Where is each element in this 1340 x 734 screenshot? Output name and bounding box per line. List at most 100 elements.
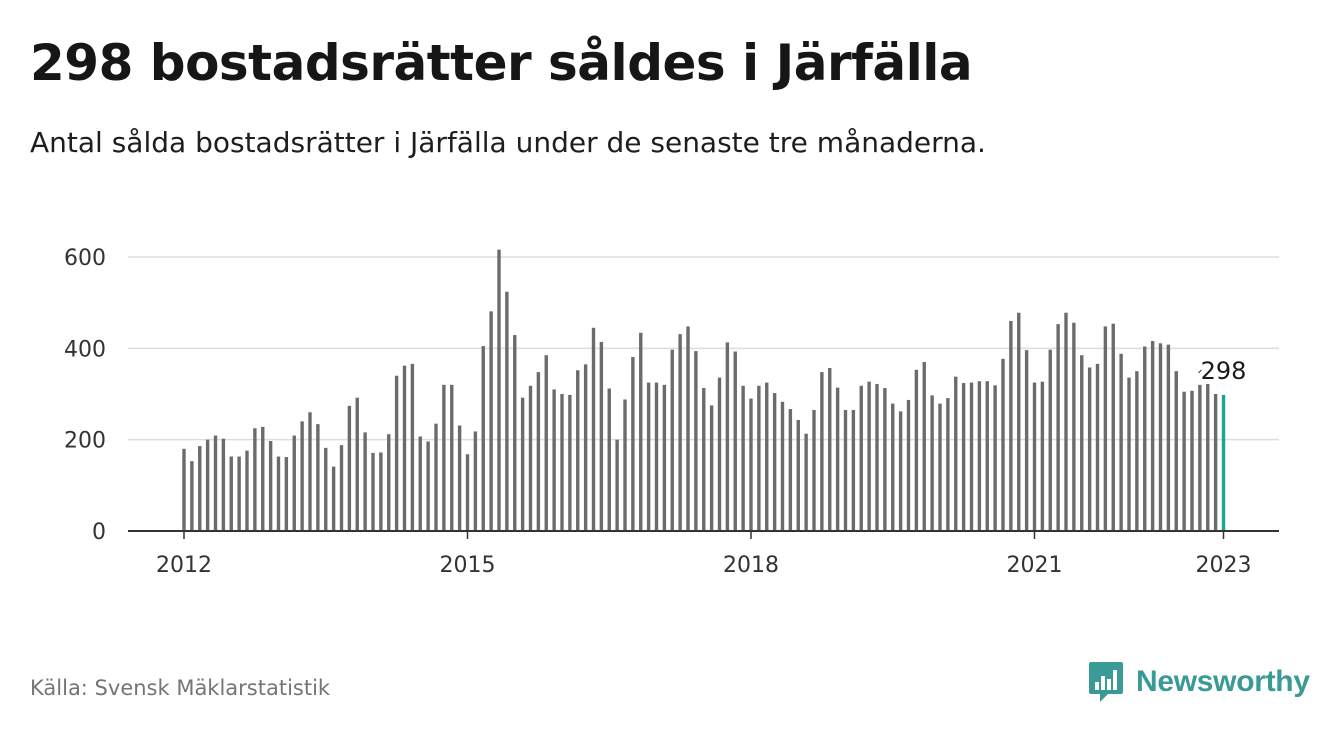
bar	[505, 291, 509, 531]
bar	[749, 398, 753, 531]
bar	[709, 405, 714, 531]
bar	[906, 399, 911, 531]
bar	[1150, 341, 1155, 531]
bar	[394, 375, 399, 531]
bar	[1119, 353, 1123, 531]
bar	[780, 401, 785, 531]
bar	[820, 372, 824, 531]
y-tick-label: 600	[64, 246, 106, 271]
bar	[308, 412, 312, 531]
bar	[977, 381, 982, 531]
bar	[615, 439, 619, 531]
bar	[1213, 394, 1218, 531]
bar	[261, 426, 265, 531]
bar	[324, 447, 328, 531]
bar	[694, 351, 698, 531]
bar	[1024, 350, 1029, 531]
bar	[1017, 312, 1021, 531]
bar	[1182, 391, 1186, 531]
x-tick-label: 2021	[1007, 553, 1063, 578]
bar	[875, 383, 879, 531]
bar	[812, 409, 816, 531]
annotation-leader	[1198, 369, 1202, 374]
x-tick-label: 2023	[1196, 553, 1252, 578]
bar	[245, 450, 249, 531]
bar	[733, 351, 737, 531]
bar	[363, 432, 367, 531]
bar	[828, 367, 832, 531]
bar-highlight	[1221, 394, 1226, 531]
bar	[371, 452, 375, 531]
bar	[536, 372, 541, 531]
bar	[316, 424, 320, 531]
bar	[513, 335, 517, 531]
bar	[489, 311, 493, 531]
bar	[268, 441, 273, 531]
bar	[1166, 344, 1171, 531]
bar	[284, 457, 289, 531]
bar-chart: 0 200 400 600 2012 2015 2018 2021 2023 298	[64, 246, 1279, 578]
bar	[465, 454, 470, 531]
bar	[560, 394, 564, 531]
bar	[190, 461, 194, 531]
bar	[961, 383, 966, 531]
bar	[576, 370, 580, 531]
bar	[387, 434, 391, 531]
bar	[741, 385, 745, 531]
bar	[1064, 312, 1068, 531]
newsworthy-logo: Newsworthy	[1088, 660, 1310, 704]
bar	[851, 409, 856, 531]
bar	[457, 425, 462, 531]
bar	[607, 388, 611, 531]
bar	[568, 394, 572, 531]
bar	[898, 411, 903, 531]
bar	[765, 382, 769, 531]
bar	[1009, 320, 1013, 531]
bar	[1095, 363, 1100, 531]
bar	[867, 381, 871, 531]
bar	[1032, 382, 1037, 531]
bar	[205, 439, 210, 531]
bar	[1127, 377, 1131, 531]
bar	[1001, 358, 1005, 531]
bar	[276, 456, 281, 531]
bar	[804, 433, 808, 531]
x-tick-label: 2015	[440, 553, 496, 578]
bar	[702, 388, 706, 531]
bar	[402, 365, 407, 531]
bar	[237, 456, 241, 531]
bar	[686, 326, 690, 531]
bar	[717, 377, 722, 531]
bar	[229, 456, 233, 531]
bar	[473, 431, 478, 531]
y-tick-label: 400	[64, 337, 106, 362]
bar	[1174, 371, 1178, 531]
bar	[843, 409, 848, 531]
bar	[922, 362, 926, 531]
bar	[528, 385, 533, 531]
y-tick-label: 0	[92, 520, 106, 545]
bar	[835, 387, 840, 531]
chart-title: 298 bostadsrätter såldes i Järfälla	[30, 34, 973, 92]
bar	[757, 385, 761, 531]
bar	[646, 382, 651, 531]
bar	[1111, 323, 1115, 531]
bar	[339, 445, 344, 531]
bar	[1206, 383, 1210, 531]
bar	[662, 384, 667, 531]
bar	[1158, 343, 1163, 531]
bar	[481, 346, 485, 531]
bar	[654, 382, 659, 531]
bar	[213, 435, 218, 531]
bar	[859, 385, 863, 531]
bar	[379, 452, 383, 531]
bar	[1072, 322, 1076, 531]
bar	[1040, 381, 1045, 531]
bar	[883, 388, 887, 531]
newsworthy-logo-icon	[1089, 662, 1123, 702]
bar	[1048, 349, 1052, 531]
bar	[1087, 367, 1092, 531]
bar	[292, 435, 296, 531]
bar	[520, 397, 525, 531]
bar	[552, 389, 556, 531]
